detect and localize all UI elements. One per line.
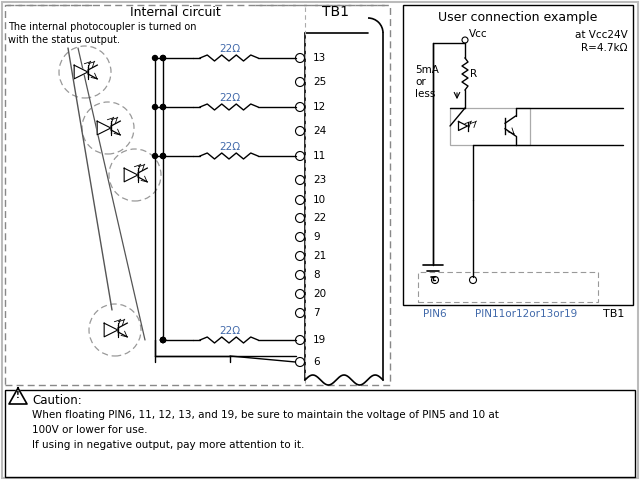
Text: Internal circuit: Internal circuit [130,5,220,19]
Polygon shape [104,323,118,337]
Polygon shape [9,388,27,404]
Text: When floating PIN6, 11, 12, 13, and 19, be sure to maintain the voltage of PIN5 : When floating PIN6, 11, 12, 13, and 19, … [32,410,499,420]
Circle shape [161,337,166,343]
Circle shape [161,337,166,343]
Circle shape [152,56,157,60]
Text: TB1: TB1 [603,309,625,319]
Text: 25: 25 [313,77,326,87]
Polygon shape [97,121,111,135]
Text: User connection example: User connection example [438,11,598,24]
Text: 22Ω: 22Ω [219,93,240,103]
Circle shape [161,337,166,343]
Text: 7: 7 [313,308,319,318]
Text: 22Ω: 22Ω [219,44,240,54]
Text: 13: 13 [313,53,326,63]
Text: 12: 12 [313,102,326,112]
Text: 24: 24 [313,126,326,136]
Text: !: ! [16,392,20,400]
Text: Caution:: Caution: [32,394,82,407]
Text: If using in negative output, pay more attention to it.: If using in negative output, pay more at… [32,440,305,450]
Bar [403,5,633,305]
Text: The internal photocoupler is turned on: The internal photocoupler is turned on [8,22,196,32]
Text: 6: 6 [313,357,319,367]
Circle shape [161,154,166,158]
Circle shape [161,105,166,109]
Bar [5,390,635,477]
Polygon shape [458,121,467,131]
Text: 10: 10 [313,195,326,205]
Polygon shape [74,65,88,79]
Text: 9: 9 [313,232,319,242]
Text: 22Ω: 22Ω [219,142,240,152]
Text: 20: 20 [313,289,326,299]
Text: Vcc: Vcc [469,29,488,39]
Circle shape [161,337,166,343]
Text: 19: 19 [313,335,326,345]
Text: or: or [415,77,426,87]
Text: PIN6: PIN6 [423,309,447,319]
Circle shape [161,154,166,158]
Bar [418,272,598,302]
Text: with the status output.: with the status output. [8,35,120,45]
Polygon shape [124,168,138,182]
Text: R: R [470,69,477,79]
Text: 100V or lower for use.: 100V or lower for use. [32,425,147,435]
Text: R=4.7kΩ: R=4.7kΩ [582,43,628,53]
Circle shape [161,105,166,109]
Text: PIN11or12or13or19: PIN11or12or13or19 [475,309,577,319]
Text: at Vcc24V: at Vcc24V [575,30,628,40]
Circle shape [152,105,157,109]
Text: 23: 23 [313,175,326,185]
Circle shape [161,56,166,60]
Text: 21: 21 [313,251,326,261]
Circle shape [161,56,166,60]
Text: 5mA: 5mA [415,65,439,75]
Text: 8: 8 [313,270,319,280]
Circle shape [152,154,157,158]
Bar [5,5,390,385]
Text: less: less [415,89,435,99]
Text: 22Ω: 22Ω [219,326,240,336]
Bar [450,108,530,145]
Text: 22: 22 [313,213,326,223]
Text: 11: 11 [313,151,326,161]
Text: TB1: TB1 [321,5,349,19]
